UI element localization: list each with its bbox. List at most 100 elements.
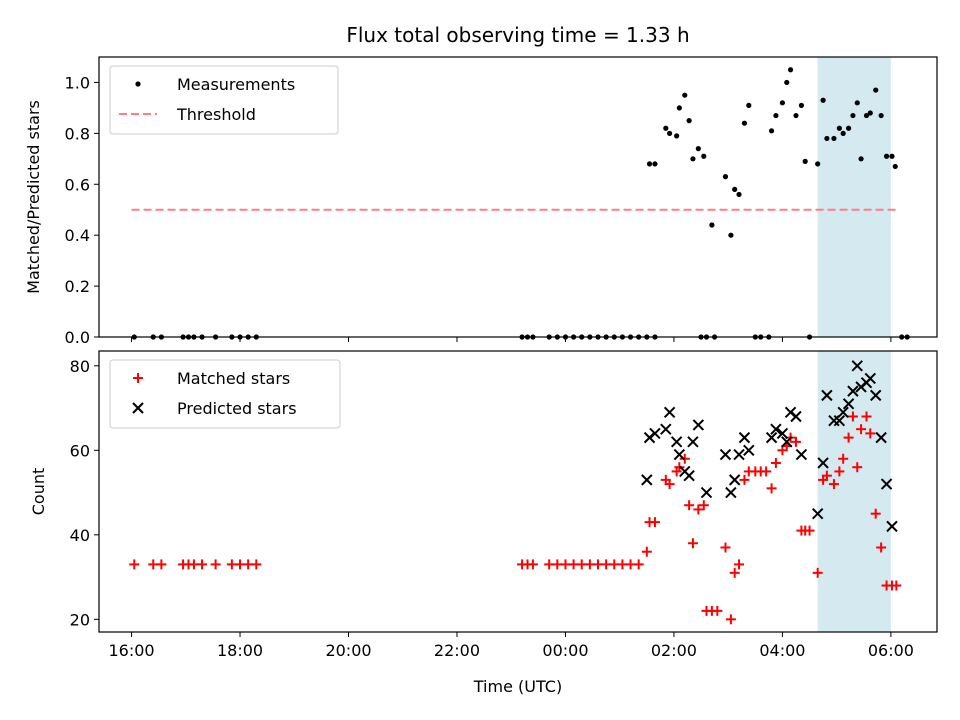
data-point <box>858 156 864 162</box>
data-point <box>863 112 870 119</box>
legend-label: Measurements <box>177 75 295 94</box>
legend-box <box>109 65 339 135</box>
y-axis-label: Matched/Predicted stars <box>24 100 43 294</box>
data-point <box>684 500 695 511</box>
data-point <box>790 410 802 423</box>
y-tick-label: 1.0 <box>65 73 90 92</box>
data-point <box>773 112 779 119</box>
data-point <box>838 453 849 464</box>
data-point <box>798 102 805 108</box>
data-point <box>831 135 837 142</box>
y-tick-label: 0.6 <box>65 175 90 194</box>
data-point <box>865 428 876 439</box>
data-point <box>692 419 705 431</box>
data-point <box>641 546 652 557</box>
data-point <box>861 411 872 422</box>
data-point <box>725 486 737 499</box>
series-matched-stars <box>129 411 902 625</box>
data-point <box>870 508 881 519</box>
data-point <box>695 146 701 152</box>
data-point <box>700 486 713 499</box>
data-point <box>821 389 833 402</box>
data-point <box>712 605 723 616</box>
data-point <box>746 102 752 108</box>
x-tick-label: 00:00 <box>542 641 588 660</box>
data-point <box>741 120 748 126</box>
data-point <box>701 153 707 159</box>
data-point <box>729 567 740 578</box>
data-point <box>734 559 745 570</box>
data-point <box>886 520 898 533</box>
data-point <box>847 411 858 422</box>
data-point <box>733 448 745 461</box>
data-point <box>641 474 653 486</box>
data-point <box>856 424 867 435</box>
data-point <box>880 478 893 490</box>
chart-title: Flux total observing time = 1.33 h <box>346 23 689 47</box>
data-point <box>690 156 696 162</box>
data-point <box>725 614 736 625</box>
data-point <box>682 92 688 98</box>
data-point <box>738 431 751 444</box>
data-point <box>646 161 653 167</box>
x-tick-label: 04:00 <box>759 641 805 660</box>
data-point <box>795 448 808 461</box>
data-point <box>728 474 741 486</box>
data-point <box>693 504 704 515</box>
y-tick-label: 0.8 <box>65 124 90 143</box>
data-point <box>817 457 829 469</box>
data-point <box>770 423 782 435</box>
data-point <box>683 469 695 482</box>
data-point <box>802 158 808 164</box>
legend: Measurements Threshold <box>109 65 339 135</box>
x-tick-label: 02:00 <box>651 641 697 660</box>
x-tick-label: 16:00 <box>108 641 154 660</box>
data-point <box>836 125 842 131</box>
data-point <box>722 174 729 180</box>
data-point <box>666 130 673 136</box>
x-tick-label: 22:00 <box>434 641 480 660</box>
x-tick-label: 06:00 <box>868 641 914 660</box>
data-point <box>129 559 140 570</box>
data-point <box>210 559 221 570</box>
legend-marker <box>135 81 141 87</box>
data-point <box>673 448 686 461</box>
data-point <box>779 100 786 106</box>
data-point <box>812 567 823 578</box>
legend-label: Threshold <box>176 105 256 124</box>
data-point <box>660 423 672 435</box>
data-point <box>870 389 882 402</box>
legend-marker <box>132 402 144 414</box>
data-point <box>770 457 781 468</box>
data-point <box>649 427 661 440</box>
data-point <box>709 222 715 228</box>
data-point <box>804 525 815 536</box>
highlight-span <box>817 57 891 337</box>
axes-frame <box>98 350 938 633</box>
top-panel: 0.0 0.2 0.4 0.6 0.8 1.0 Matched/Predicted star… <box>24 56 938 347</box>
data-point <box>833 415 846 427</box>
x-axis-label: Time (UTC) <box>473 677 562 696</box>
data-point <box>892 163 898 170</box>
data-point <box>527 559 538 570</box>
data-point <box>821 470 832 481</box>
y-tick-label: 20 <box>70 610 90 629</box>
y-tick-label: 60 <box>70 441 90 460</box>
data-point <box>867 110 873 116</box>
data-point <box>873 87 879 93</box>
data-point <box>784 79 790 86</box>
data-point <box>664 479 675 490</box>
data-point <box>828 479 839 490</box>
data-point <box>652 161 658 167</box>
data-point <box>820 97 826 103</box>
data-point <box>251 559 262 570</box>
data-point <box>891 580 902 591</box>
legend: Matched stars Predicted stars <box>109 359 341 429</box>
y-tick-label: 0.0 <box>65 328 90 347</box>
data-point <box>843 432 854 443</box>
data-point <box>824 135 830 142</box>
y-tick-label: 40 <box>70 526 90 545</box>
data-point <box>761 466 772 477</box>
data-point <box>790 436 801 447</box>
